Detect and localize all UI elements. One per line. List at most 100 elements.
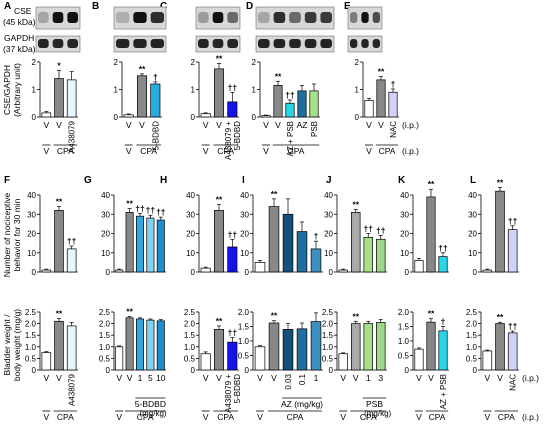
x-tick-label: V <box>484 373 490 383</box>
group-label-v: V <box>43 146 49 156</box>
x-tick-label: PSB <box>310 121 319 137</box>
bar-3 <box>296 231 308 273</box>
bar-1 <box>426 196 436 273</box>
gapdh-band <box>361 39 369 48</box>
group-label: CPA <box>137 412 154 422</box>
bar-2 <box>438 256 448 273</box>
chart-H: 0 10 20 30 40 ** †† <box>186 191 239 277</box>
y-tick-label: 2.0 <box>25 320 37 329</box>
y-tick-label: 30 <box>468 210 477 219</box>
panel-letter-G: G <box>84 175 92 186</box>
x-tick-label: 1 <box>138 373 143 383</box>
panel-letter-K: K <box>398 175 406 186</box>
blot-label-cse: CSE <box>14 6 32 16</box>
y-tick-label: 0 <box>405 268 410 277</box>
x-tick-label: V <box>43 373 49 383</box>
group-label: CPA <box>498 412 515 422</box>
y-tick-label: 0.5 <box>238 352 250 361</box>
x-tick-label: 0.03 <box>284 373 293 389</box>
panel-letter-J: J <box>326 175 332 186</box>
x-tick-label: V <box>203 373 209 383</box>
x-tick-label: 1 <box>366 373 371 383</box>
group-label: CPA <box>429 412 446 422</box>
significance-mark: †† <box>228 229 238 239</box>
significance-mark: † <box>391 79 396 89</box>
x-tick-label: V <box>127 373 133 383</box>
y-tick-label: 20 <box>240 230 249 239</box>
y-tick-label: 1.5 <box>466 331 478 340</box>
significance-mark: ** <box>428 309 435 319</box>
ip-label-group: (i.p.) <box>402 146 419 156</box>
chart-I: 0 10 20 30 40 ** † <box>240 189 323 277</box>
y-tick-label: 0 <box>473 268 478 277</box>
bar-1 <box>125 317 134 371</box>
significance-mark: ** <box>428 179 435 189</box>
ylabel-bladder-1: Bladder weight / <box>2 314 12 376</box>
ylabel-behavior-1: Number of nociceptive <box>2 192 12 277</box>
y-tick-label: 2.0 <box>99 320 111 329</box>
y-tick-label: 0 <box>252 113 257 122</box>
cse-band <box>304 12 317 23</box>
x-tick-label: V <box>116 373 122 383</box>
panel-letter-D: D <box>246 1 253 12</box>
x-tick-label: V <box>216 373 222 383</box>
gapdh-band <box>227 39 238 48</box>
bar-2 <box>507 229 518 273</box>
y-tick-label: 40 <box>400 191 409 200</box>
gapdh-band <box>304 39 317 48</box>
significance-mark: ** <box>352 311 359 321</box>
x-tick-label: 0.1 <box>298 373 307 385</box>
x-tick-label: 5 <box>148 373 153 383</box>
bar-0 <box>115 346 124 371</box>
y-tick-label: 0 <box>405 366 410 375</box>
y-tick-label: 0 <box>191 113 196 122</box>
bar-2 <box>66 325 77 371</box>
blot-label-cse-kda: (45 kDa) <box>3 17 36 27</box>
bar-4 <box>310 248 322 273</box>
blot-label-gapdh: GAPDH <box>4 33 34 43</box>
bar-0 <box>338 269 348 273</box>
x-tick-label: A438079 + <box>224 121 233 160</box>
x-tick-label: 5-BDBD <box>233 374 242 404</box>
group-label-v: V <box>416 412 422 422</box>
group-label-v: V <box>257 412 263 422</box>
y-tick-label: 1.5 <box>99 331 111 340</box>
x-tick-label: 1 <box>314 373 319 383</box>
bar-1 <box>54 320 64 371</box>
x-tick-label: V <box>378 120 384 130</box>
bar-0 <box>254 262 266 273</box>
group-label: CPA <box>287 412 304 422</box>
western-blot-A <box>35 6 81 53</box>
bar-0 <box>41 112 52 118</box>
bar-2 <box>363 237 373 273</box>
ylabel-behavior-2: behavior for 30 min <box>12 198 22 271</box>
y-tick-label: 30 <box>27 210 36 219</box>
x-tick-label: A438079 <box>68 120 77 153</box>
x-tick-label: V <box>56 120 62 130</box>
group-label: CPA <box>360 412 377 422</box>
western-blot-E <box>347 6 383 53</box>
gapdh-band <box>116 39 130 48</box>
significance-mark: †† <box>67 236 77 246</box>
bar-0 <box>41 352 52 371</box>
bar-1 <box>268 206 280 273</box>
significance-mark: †† <box>508 321 518 331</box>
blot-label-gapdh-kda: (37 kDa) <box>3 44 36 54</box>
cse-band <box>52 12 64 23</box>
y-tick-label: 40 <box>27 191 36 200</box>
y-tick-label: 20 <box>27 230 36 239</box>
bar-0 <box>482 350 493 371</box>
bar-1 <box>54 78 64 118</box>
y-tick-label: 0 <box>245 366 250 375</box>
y-tick-label: 1.5 <box>25 331 37 340</box>
y-tick-label: 2 <box>32 58 37 67</box>
panel-letter-E: E <box>344 1 351 12</box>
bar-4 <box>156 219 165 273</box>
bar-0 <box>364 100 374 118</box>
group-label-v: V <box>43 412 49 422</box>
